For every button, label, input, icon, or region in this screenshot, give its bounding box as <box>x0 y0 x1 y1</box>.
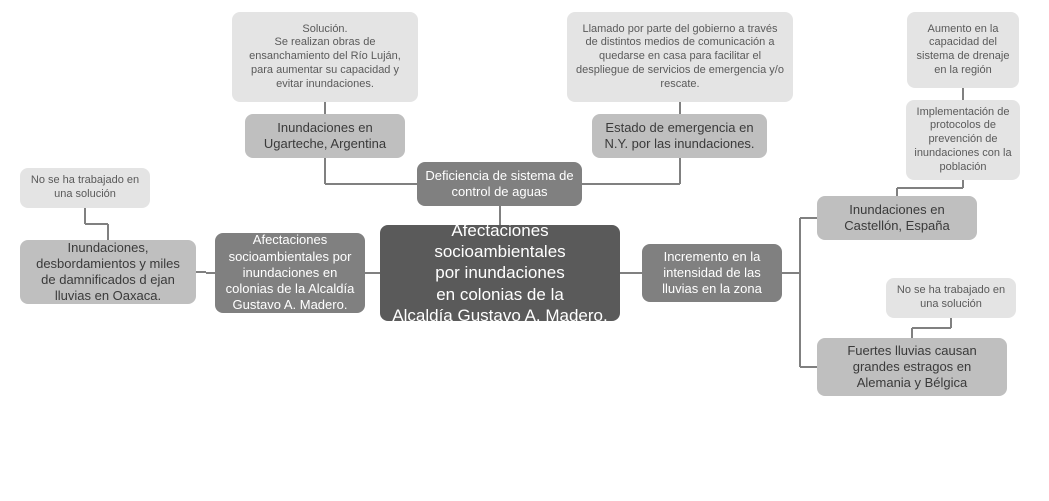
edge-segment <box>962 180 964 188</box>
node-mid_alemania: Fuertes lluvias causan grandes estragos … <box>817 338 1007 396</box>
node-mid_oaxaca: Inundaciones, desbordamientos y miles de… <box>20 240 196 304</box>
edge-segment <box>679 158 681 184</box>
diagram-canvas: Afectaciones socioambientales por inunda… <box>0 0 1049 501</box>
edge-segment <box>679 102 681 108</box>
node-mid_ugarteche: Inundaciones en Ugarteche, Argentina <box>245 114 405 158</box>
node-light_ugarteche: Solución. Se realizan obras de ensancham… <box>232 12 418 102</box>
node-light_ny: Llamado por parte del gobierno a través … <box>567 12 793 102</box>
edge-segment <box>582 183 680 185</box>
edge-segment <box>950 318 952 328</box>
edge-segment <box>325 183 417 185</box>
edge-segment <box>107 224 109 240</box>
edge-segment <box>85 223 108 225</box>
edge-segment <box>620 272 642 274</box>
node-light_cast1: Aumento en la capacidad del sistema de d… <box>907 12 1019 88</box>
node-light_alemania: No se ha trabajado en una solución <box>886 278 1016 318</box>
edge-segment <box>897 187 963 189</box>
edge-segment <box>324 158 326 184</box>
edge-segment <box>800 366 818 368</box>
edge-segment <box>324 102 326 114</box>
edge-segment <box>782 272 800 274</box>
edge-segment <box>499 206 501 216</box>
node-mid_castellon: Inundaciones en Castellón, España <box>817 196 977 240</box>
node-center: Afectaciones socioambientales por inunda… <box>380 225 620 321</box>
node-dark_top: Deficiencia de sistema de control de agu… <box>417 162 582 206</box>
node-light_oaxaca: No se ha trabajado en una solución <box>20 168 150 208</box>
edge-segment <box>499 216 501 226</box>
edge-segment <box>206 272 216 274</box>
edge-segment <box>962 88 964 100</box>
edge-segment <box>912 327 951 329</box>
node-dark_left: Afectaciones socioambientales por inunda… <box>215 233 365 313</box>
edge-segment <box>196 271 206 273</box>
edge-segment <box>365 272 380 274</box>
edge-segment <box>911 328 913 338</box>
edge-segment <box>896 188 898 196</box>
node-dark_right: Incremento en la intensidad de las lluvi… <box>642 244 782 302</box>
edge-segment <box>799 218 801 273</box>
edge-segment <box>800 217 818 219</box>
node-mid_ny: Estado de emergencia en N.Y. por las inu… <box>592 114 767 158</box>
edge-segment <box>799 273 801 367</box>
node-light_cast2: Implementación de protocolos de prevenci… <box>906 100 1020 180</box>
edge-segment <box>84 208 86 224</box>
